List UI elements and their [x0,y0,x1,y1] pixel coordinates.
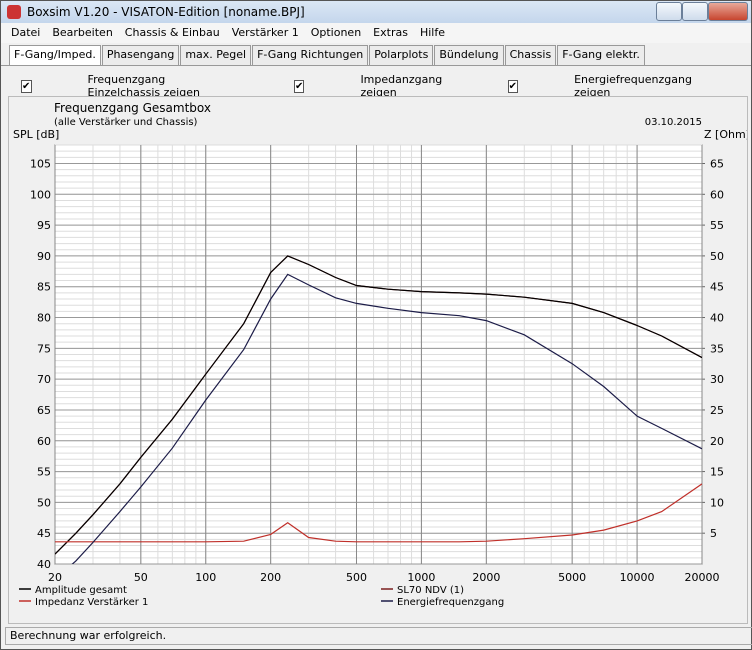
checkbox-row[interactable]: ✔ Energiefrequenzgang zeigen [507,73,695,99]
legend-label: Amplitude gesamt [35,585,127,596]
x-tick-label: 500 [346,571,367,584]
x-tick-label: 10000 [620,571,655,584]
menu-item[interactable]: Datei [11,26,41,39]
tab[interactable]: Bündelung [434,45,504,65]
x-tick-label: 20 [48,571,62,584]
y-tick-label: 80 [37,312,51,325]
chart-date: 03.10.2015 [645,117,702,128]
chart: 40 45 50 55 60 65 70 75 80 85 90 95 100 105 5 10 15 20 25 3… [8,96,748,624]
tab[interactable]: Phasengang [101,45,180,65]
y2-tick-label: 40 [710,312,724,325]
y2-axis-label: Z [Ohm] [704,128,748,141]
y-tick-label: 100 [30,188,51,201]
x-tick-label: 100 [195,571,216,584]
tab[interactable]: Polarplots [369,45,434,65]
options: ✔ Frequenzgang Einzelchassis zeigen ✔ Imped… [21,73,751,99]
y2-tick-label: 55 [710,219,724,232]
y-tick-label: 95 [37,219,51,232]
checkbox-row[interactable]: ✔ Impedanzgang zeigen [294,73,452,99]
menu-item[interactable]: Bearbeiten [52,26,113,39]
y2-tick-label: 60 [710,188,724,201]
line-series [71,273,702,564]
y2-tick-label: 15 [710,466,724,479]
y-tick-label: 60 [37,435,51,448]
y2-tick-label: 25 [710,404,724,417]
x-tick-label: 1000 [407,571,435,584]
tab[interactable]: F-Gang elektr. [557,45,645,65]
checkbox[interactable]: ✔ [507,79,519,93]
y-tick-label: 45 [37,527,51,540]
legend-label: SL70 NDV (1) [397,585,464,596]
y-tick-label: 90 [37,250,51,263]
menu-item[interactable]: Optionen [310,26,362,39]
y2-tick-label: 45 [710,281,724,294]
y-tick-label: 70 [37,373,51,386]
checkbox[interactable]: ✔ [21,79,32,93]
maximize-button[interactable] [682,2,708,21]
line-series [55,255,702,555]
x-tick-label: 5000 [558,571,586,584]
menu-item[interactable]: Extras [373,26,408,39]
y-tick-label: 105 [30,157,51,170]
title-bar: Boxsim V1.20 - VISATON-Edition [noname.B… [1,1,751,23]
y-tick-label: 65 [37,404,51,417]
checkbox-label: Impedanzgang zeigen [360,73,443,99]
y2-tick-label: 10 [710,496,724,509]
window-title: Boxsim V1.20 - VISATON-Edition [noname.B… [27,5,305,19]
close-button[interactable] [708,2,748,21]
y-tick-label: 75 [37,342,51,355]
status-bar: Berechnung war erfolgreich. [5,627,752,645]
app-icon [7,5,21,19]
chart-title: Frequenzgang Gesamtbox [54,101,211,115]
y-axis-label: SPL [dB] [13,128,59,141]
y2-tick-label: 5 [710,527,717,540]
line-series [55,483,702,543]
tab[interactable]: max. Pegel [180,45,252,65]
y-tick-label: 55 [37,466,51,479]
y2-tick-label: 65 [710,157,724,170]
y2-tick-label: 20 [710,435,724,448]
checkbox-label: Energiefrequenzgang zeigen [574,73,692,99]
menu-item[interactable]: Hilfe [419,26,445,39]
menu-item[interactable]: Verstärker 1 [231,26,299,39]
chart-subtitle: (alle Verstärker und Chassis) [54,117,198,128]
checkbox-label: Frequenzgang Einzelchassis zeigen [87,73,200,99]
y2-tick-label: 50 [710,250,724,263]
tab[interactable]: F-Gang/Imped. [9,45,101,65]
tab[interactable]: F-Gang Richtungen [252,45,369,65]
x-tick-label: 2000 [472,571,500,584]
y-tick-label: 85 [37,281,51,294]
legend-label: Energiefrequenzgang [397,597,504,608]
y2-tick-label: 35 [710,342,724,355]
legend-label: Impedanz Verstärker 1 [35,597,148,608]
menu-item[interactable]: Chassis & Einbau [124,26,220,39]
menu-bar: Datei Bearbeiten Chassis & Einbau Verstärke… [1,23,751,43]
tab[interactable]: Chassis [504,45,557,65]
y2-tick-label: 30 [710,373,724,386]
minimize-button[interactable] [656,2,682,21]
y-tick-label: 40 [37,558,51,571]
y-tick-label: 50 [37,496,51,509]
x-tick-label: 20000 [685,571,720,584]
x-tick-label: 50 [134,571,148,584]
tab-bar: F-Gang/Imped. Phasengang max. Pegel F-Gang … [1,45,751,66]
checkbox[interactable]: ✔ [294,79,305,93]
checkbox-row[interactable]: ✔ Frequenzgang Einzelchassis zeigen [21,73,238,99]
x-tick-label: 200 [260,571,281,584]
